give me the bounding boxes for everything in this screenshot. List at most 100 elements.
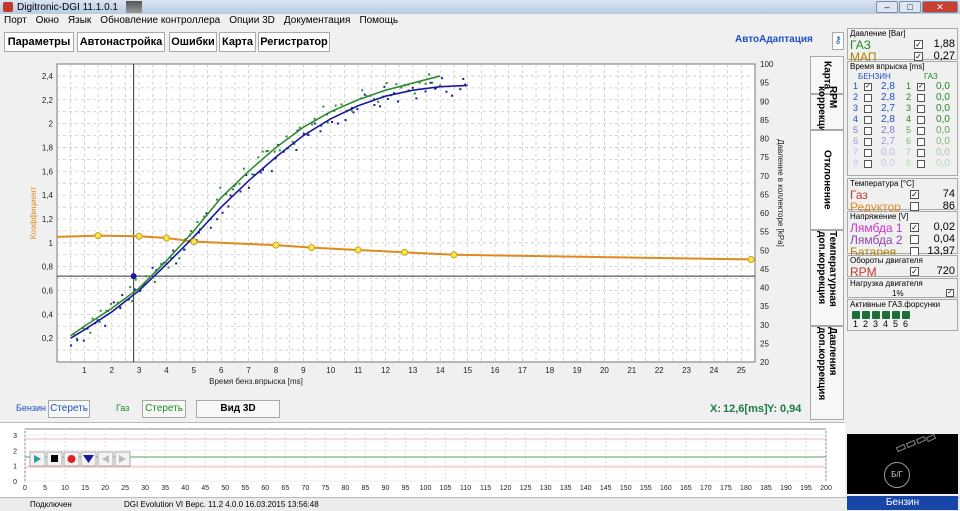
scatter-point xyxy=(462,77,465,80)
scatter-point xyxy=(424,82,427,85)
benzin-injector-checkbox[interactable] xyxy=(864,160,872,168)
tab-recorder[interactable]: Регистратор xyxy=(258,32,330,52)
map-chart[interactable]: 1 2 3 4 5 6 7 8 9 10 11 12 13 14 15 16 17 18 19 20 21 22 23 24 2… xyxy=(0,54,810,390)
fuel-toggle-button[interactable]: Б/Г xyxy=(884,462,910,488)
benzin-injector-checkbox[interactable] xyxy=(864,116,872,124)
correction-point xyxy=(190,238,198,246)
benzin-injection-value: 2,8 xyxy=(881,114,895,125)
gas-injector-checkbox[interactable] xyxy=(917,160,925,168)
tab-parameters[interactable]: Параметры xyxy=(4,32,74,52)
injection-section: Время впрыска [ms] БЕНЗИН ГАЗ 1 ✓ 2,8 1 ✓ 0,0… xyxy=(847,61,958,176)
gas-clear-button[interactable]: Стереть xyxy=(142,400,186,418)
gas-injector-checkbox[interactable] xyxy=(917,116,925,124)
side-tab-map[interactable]: Карта xyxy=(810,56,844,94)
log-x-tick: 185 xyxy=(760,485,772,492)
benzin-injector-checkbox[interactable] xyxy=(864,149,872,157)
benzin-injector-checkbox[interactable] xyxy=(864,105,872,113)
log-x-tick: 100 xyxy=(420,485,432,492)
benzin-clear-button[interactable]: Стереть xyxy=(48,400,90,418)
gas-injector-checkbox[interactable] xyxy=(917,138,925,146)
scatter-point xyxy=(247,186,250,189)
gas-temp-checkbox[interactable]: ✓ xyxy=(910,190,919,199)
scatter-point xyxy=(350,109,353,112)
side-tab-rpm[interactable]: RPM коррекция xyxy=(810,86,844,138)
x-tick-label: 20 xyxy=(600,366,609,375)
scatter-point xyxy=(82,339,85,342)
injector-number: 6 xyxy=(853,136,859,146)
side-tabs: Карта RPM коррекция Отклонение Температу… xyxy=(810,56,844,420)
menu-port[interactable]: Порт xyxy=(4,15,27,26)
menu-docs[interactable]: Документация xyxy=(283,15,351,26)
x-tick-label: 15 xyxy=(463,366,472,375)
load-checkbox[interactable]: ✓ xyxy=(946,289,954,297)
lambda1-checkbox[interactable]: ✓ xyxy=(910,223,919,232)
gas-injector-checkbox[interactable] xyxy=(917,105,925,113)
auto-adapt-button[interactable]: АвтоАдаптация xyxy=(735,34,813,45)
lambda2-checkbox[interactable] xyxy=(910,235,919,244)
correction-point xyxy=(401,248,409,256)
y-tick-label-left: 0,2 xyxy=(42,334,54,343)
tab-errors[interactable]: Ошибки xyxy=(169,32,217,52)
gas-label: Газ xyxy=(116,403,130,413)
menu-update[interactable]: Обновление контроллера xyxy=(100,15,221,26)
gas-injector-checkbox[interactable] xyxy=(917,127,925,135)
reducer-temp-checkbox[interactable] xyxy=(910,202,919,211)
side-tab-deviation[interactable]: Отклонение xyxy=(810,130,844,230)
fuel-mode-indicator: Бензин xyxy=(847,496,958,510)
cursor-point xyxy=(130,273,137,280)
benzin-injector-checkbox[interactable] xyxy=(864,94,872,102)
injector-number: 2 xyxy=(853,92,859,102)
scatter-point xyxy=(273,150,276,153)
close-button[interactable]: ✕ xyxy=(922,1,958,13)
gas-injector-checkbox[interactable] xyxy=(917,94,925,102)
gas-injector-checkbox[interactable] xyxy=(917,149,925,157)
scatter-point xyxy=(131,300,134,303)
nozzle-number: 3 xyxy=(873,319,879,329)
minimize-button[interactable]: – xyxy=(876,1,898,13)
tab-autotune[interactable]: Автонастройка xyxy=(77,32,165,52)
benzin-injector-checkbox[interactable] xyxy=(864,138,872,146)
view-3d-button[interactable]: Вид 3D xyxy=(196,400,280,418)
maximize-button[interactable]: □ xyxy=(899,1,921,13)
map-checkbox[interactable]: ✓ xyxy=(914,52,923,61)
log-x-tick: 40 xyxy=(181,485,189,492)
scatter-point xyxy=(216,218,219,221)
log-y-tick: 0 xyxy=(13,479,17,486)
rpm-checkbox[interactable]: ✓ xyxy=(910,267,919,276)
menu-3d-options[interactable]: Опции 3D xyxy=(229,15,275,26)
benzin-injection-value: 2,8 xyxy=(881,125,895,136)
log-x-tick: 195 xyxy=(800,485,812,492)
scatter-point xyxy=(429,81,432,84)
scatter-point xyxy=(98,320,101,323)
benzin-injector-checkbox[interactable]: ✓ xyxy=(864,83,872,91)
menu-help[interactable]: Помощь xyxy=(359,15,399,26)
menu-window[interactable]: Окно xyxy=(35,15,59,26)
scatter-point xyxy=(295,148,298,151)
benzin-injector-checkbox[interactable] xyxy=(864,127,872,135)
menu-language[interactable]: Язык xyxy=(67,15,92,26)
scatter-point xyxy=(129,286,132,289)
log-x-tick: 15 xyxy=(81,485,89,492)
tab-map[interactable]: Карта xyxy=(219,32,256,52)
gas-pressure-checkbox[interactable]: ✓ xyxy=(914,40,923,49)
chart-svg[interactable]: 1 2 3 4 5 6 7 8 9 10 11 12 13 14 15 16 17 18 19 20 21 22 23 24 2… xyxy=(0,54,810,390)
y-tick-label-right: 25 xyxy=(760,339,769,348)
tool-button[interactable]: ⚷ xyxy=(832,32,844,50)
nozzle-icon xyxy=(882,311,890,319)
correction-point xyxy=(135,232,143,240)
fuel-switch-panel[interactable]: Б/Г xyxy=(847,433,958,494)
gas-injection-value: 0,0 xyxy=(936,114,950,125)
side-tab-temperature[interactable]: Температурная доп.коррекция xyxy=(810,230,844,326)
injector-number: 3 xyxy=(853,103,859,113)
gas-injector-checkbox[interactable]: ✓ xyxy=(917,83,925,91)
scatter-point xyxy=(331,121,334,124)
log-x-tick: 45 xyxy=(201,485,209,492)
log-x-tick: 115 xyxy=(480,485,491,492)
correction-point xyxy=(450,251,458,259)
y-tick-label-left: 0,8 xyxy=(42,263,54,272)
scatter-point xyxy=(434,87,437,90)
y-tick-label-left: 0,6 xyxy=(42,286,54,295)
side-tab-pressure[interactable]: Давления доп.коррекция xyxy=(810,326,844,420)
x-tick-label: 6 xyxy=(219,366,224,375)
scatter-point xyxy=(439,84,442,87)
